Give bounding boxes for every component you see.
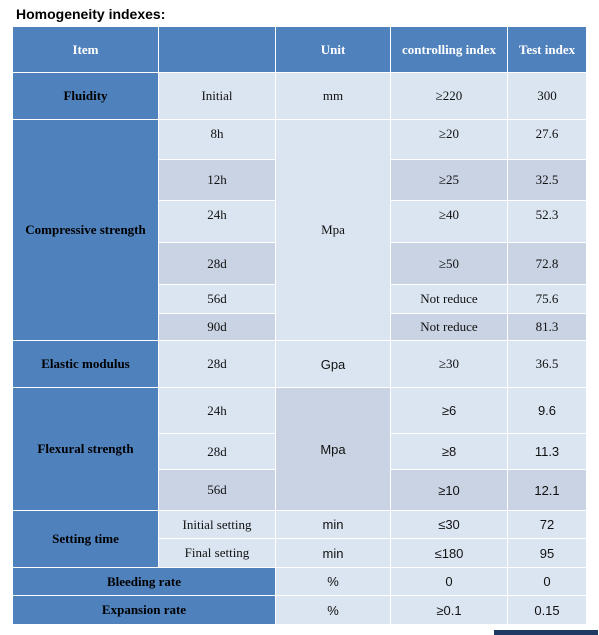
cell-test: 95 — [507, 538, 587, 568]
table-row: Flexural strength 24h Mpa ≥6 9.6 — [12, 387, 587, 511]
column-header-item: Item — [12, 26, 159, 73]
cell-test: 81.3 — [507, 313, 587, 341]
cell-controlling: ≥6 — [390, 387, 508, 434]
cell-unit: % — [275, 567, 391, 596]
cell-unit: mm — [275, 72, 391, 120]
row-label-flexural-strength: Flexural strength — [12, 387, 159, 511]
cell-sub: 28d — [158, 340, 276, 388]
cell-test: 52.3 — [507, 200, 587, 243]
cell-sub: 24h — [158, 387, 276, 434]
cell-unit: Gpa — [275, 340, 391, 388]
cell-sub: 56d — [158, 469, 276, 511]
table-row: 28d ≥50 72.8 — [13, 242, 587, 285]
cell-controlling: ≤180 — [390, 538, 508, 568]
column-header-sub — [158, 26, 276, 73]
cell-test: 75.6 — [507, 284, 587, 314]
column-header-unit: Unit — [275, 26, 391, 73]
cell-test: 11.3 — [507, 433, 587, 470]
cell-test: 27.6 — [507, 119, 587, 160]
cell-controlling: ≥220 — [390, 72, 508, 120]
table-row: Setting time Initial setting min ≤30 72 — [12, 510, 587, 568]
cell-sub: 90d — [158, 313, 276, 341]
homogeneity-table: Item Unit controlling index Test index F… — [12, 26, 587, 625]
cell-controlling: Not reduce — [390, 284, 508, 314]
table-row: 24h ≥40 52.3 — [13, 200, 587, 243]
cell-sub: 24h — [158, 200, 276, 243]
table-row: 56d Not reduce 75.6 — [13, 284, 587, 314]
cell-unit: % — [275, 595, 391, 625]
table-header-row: Item Unit controlling index Test index — [12, 26, 587, 73]
cell-sub: Initial setting — [158, 510, 276, 539]
cell-test: 32.5 — [507, 159, 587, 201]
cell-controlling: Not reduce — [390, 313, 508, 341]
cell-controlling: ≥40 — [390, 200, 508, 243]
cell-unit: min — [275, 510, 391, 539]
cell-sub: 12h — [158, 159, 276, 201]
cell-controlling: ≥10 — [390, 469, 508, 511]
cell-controlling: ≥20 — [390, 119, 508, 160]
table-row: 56d ≥10 12.1 — [13, 469, 587, 511]
table-row: Elastic modulus 28d Gpa ≥30 36.5 — [12, 340, 587, 388]
cell-controlling: ≥25 — [390, 159, 508, 201]
cell-sub: 28d — [158, 242, 276, 285]
table-row: 12h ≥25 32.5 — [13, 159, 587, 201]
cell-test: 72 — [507, 510, 587, 539]
cell-controlling: ≥30 — [390, 340, 508, 388]
column-header-controlling-index: controlling index — [390, 26, 508, 73]
cell-controlling: ≤30 — [390, 510, 508, 539]
cell-sub: 28d — [158, 433, 276, 470]
table-row: 90d Not reduce 81.3 — [13, 313, 587, 341]
cell-sub: 56d — [158, 284, 276, 314]
table-row: Compressive strength 8h Mpa ≥20 27.6 — [12, 119, 587, 341]
cell-controlling: ≥50 — [390, 242, 508, 285]
cell-controlling: ≥8 — [390, 433, 508, 470]
cell-unit: min — [275, 538, 391, 568]
row-label-expansion-rate: Expansion rate — [12, 595, 276, 625]
cell-test: 0 — [507, 567, 587, 596]
row-label-fluidity: Fluidity — [12, 72, 159, 120]
cell-unit: Mpa — [275, 119, 391, 341]
cell-test: 36.5 — [507, 340, 587, 388]
footer-accent-bar — [494, 630, 598, 635]
cell-controlling: 0 — [390, 567, 508, 596]
cell-unit: Mpa — [275, 387, 391, 511]
cell-controlling: ≥0.1 — [390, 595, 508, 625]
row-label-bleeding-rate: Bleeding rate — [12, 567, 276, 596]
cell-test: 12.1 — [507, 469, 587, 511]
row-label-setting-time: Setting time — [12, 510, 159, 568]
cell-test: 0.15 — [507, 595, 587, 625]
cell-sub: Final setting — [158, 538, 276, 568]
row-label-elastic-modulus: Elastic modulus — [12, 340, 159, 388]
row-label-compressive-strength: Compressive strength — [12, 119, 159, 341]
page-title: Homogeneity indexes: — [16, 6, 166, 22]
table-row: Expansion rate % ≥0.1 0.15 — [12, 595, 587, 625]
cell-sub: 8h — [158, 119, 276, 160]
table-row: Final setting min ≤180 95 — [13, 538, 587, 568]
table-row: Bleeding rate % 0 0 — [12, 567, 587, 596]
cell-sub: Initial — [158, 72, 276, 120]
cell-test: 72.8 — [507, 242, 587, 285]
column-header-test-index: Test index — [507, 26, 587, 73]
table-row: Fluidity Initial mm ≥220 300 — [12, 72, 587, 120]
cell-test: 300 — [507, 72, 587, 120]
cell-test: 9.6 — [507, 387, 587, 434]
